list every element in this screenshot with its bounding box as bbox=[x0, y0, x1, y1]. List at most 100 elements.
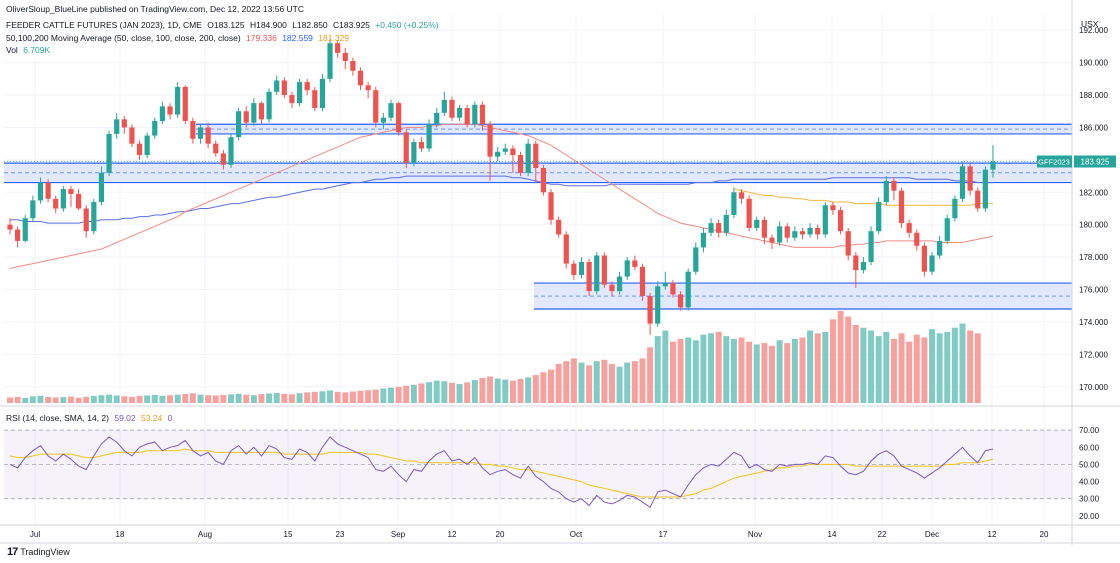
rsi-label[interactable]: RSI (14, close, SMA, 14, 2) bbox=[6, 413, 109, 423]
candle-body bbox=[792, 231, 798, 238]
candle-body bbox=[914, 232, 920, 246]
volume-bar bbox=[273, 392, 280, 403]
currency-label: USX bbox=[1081, 19, 1101, 29]
volume-bar bbox=[685, 337, 692, 403]
volume-bar bbox=[540, 372, 547, 403]
volume-bar bbox=[814, 333, 821, 403]
volume-bar bbox=[250, 395, 257, 403]
candle-body bbox=[677, 294, 684, 308]
candle-body bbox=[327, 43, 333, 79]
candle-body bbox=[197, 127, 204, 139]
volume-bar bbox=[730, 338, 737, 403]
volume-bar bbox=[784, 343, 791, 403]
volume-bar bbox=[205, 395, 212, 403]
volume-bar bbox=[281, 393, 288, 403]
volume-bar bbox=[327, 390, 334, 403]
volume-bar bbox=[852, 324, 859, 403]
candle-body bbox=[357, 70, 364, 86]
time-tick-label: Dec bbox=[925, 530, 939, 539]
candle-body bbox=[236, 111, 242, 138]
candle-body bbox=[868, 231, 874, 262]
candle-body bbox=[60, 189, 66, 209]
candle-body bbox=[152, 120, 158, 136]
volume-bar bbox=[601, 359, 608, 403]
candle-body bbox=[959, 166, 966, 199]
volume-bar bbox=[746, 341, 753, 403]
symbol-title[interactable]: FEEDER CATTLE FUTURES (JAN 2023), 1D, CM… bbox=[6, 20, 202, 30]
candle-body bbox=[144, 135, 150, 156]
vol-label[interactable]: Vol bbox=[6, 45, 18, 55]
candle-body bbox=[563, 234, 569, 264]
candle-body bbox=[738, 192, 745, 199]
volume-bar bbox=[753, 344, 760, 403]
volume-bar bbox=[334, 391, 341, 403]
volume-bar bbox=[692, 340, 699, 403]
moving-averages bbox=[9, 123, 994, 269]
candle-body bbox=[693, 247, 699, 272]
volume-bar bbox=[197, 394, 204, 403]
tradingview-brand[interactable]: 17 TradingView bbox=[7, 546, 70, 558]
candle-body bbox=[296, 82, 303, 104]
price-tick-label: 190.000 bbox=[1079, 59, 1108, 68]
volume-bar bbox=[761, 343, 768, 403]
volume-bar bbox=[502, 379, 509, 403]
candle-body bbox=[967, 166, 973, 191]
candle-body bbox=[335, 43, 341, 53]
volume-bar bbox=[723, 336, 730, 403]
volume-bar bbox=[182, 394, 189, 403]
candle-body bbox=[754, 219, 760, 228]
volume-bar bbox=[380, 388, 387, 403]
volume-bar bbox=[7, 397, 13, 403]
ma200-value: 181.329 bbox=[318, 33, 350, 43]
symbol-tag-label: GFF2023 bbox=[1038, 157, 1070, 166]
time-tick-label: 22 bbox=[878, 530, 887, 539]
candle-body bbox=[15, 229, 21, 241]
volume-bar bbox=[258, 394, 265, 403]
volume-bar bbox=[151, 394, 158, 403]
candle-body bbox=[350, 61, 356, 71]
volume-bar bbox=[974, 333, 981, 403]
time-tick-label: 23 bbox=[336, 530, 345, 539]
volume-bar bbox=[776, 340, 783, 403]
volume-bar bbox=[433, 380, 440, 403]
volume-bar bbox=[829, 319, 836, 403]
candle-body bbox=[441, 99, 447, 113]
volume-bar bbox=[845, 316, 852, 403]
volume-bar bbox=[311, 391, 318, 403]
candle-body bbox=[495, 151, 501, 157]
volume-bar bbox=[593, 361, 600, 403]
volume-bar bbox=[159, 395, 166, 403]
price-tick-label: 174.000 bbox=[1079, 318, 1108, 327]
currency-text: USX bbox=[1081, 19, 1099, 29]
price-tick-label: 186.000 bbox=[1079, 123, 1108, 132]
candle-body bbox=[7, 224, 13, 230]
volume-bar bbox=[403, 385, 410, 403]
volume-bar bbox=[936, 333, 943, 403]
volume-bar bbox=[144, 395, 151, 403]
rsi-ma-value: 53.24 bbox=[141, 413, 163, 423]
candle-body bbox=[883, 180, 889, 203]
volume-bar bbox=[98, 395, 105, 403]
volume-bar bbox=[669, 341, 676, 403]
volume-bar bbox=[738, 337, 745, 403]
volume-bar bbox=[875, 336, 882, 403]
ma-label[interactable]: 50,100,200 Moving Average (50, close, 10… bbox=[6, 33, 241, 43]
ma100-line bbox=[10, 175, 993, 224]
rsi-tick-label: 50.00 bbox=[1079, 460, 1100, 469]
candle-body bbox=[449, 99, 455, 118]
tradingview-name: TradingView bbox=[20, 547, 70, 557]
candle-body bbox=[129, 127, 135, 144]
candle-body bbox=[609, 284, 615, 292]
candle-body bbox=[114, 119, 120, 134]
candle-body bbox=[929, 255, 935, 272]
candle-body bbox=[731, 192, 737, 215]
volume-bar bbox=[471, 380, 478, 403]
candle-body bbox=[418, 142, 425, 149]
volume-bar bbox=[791, 338, 798, 403]
volume-bar bbox=[113, 395, 120, 403]
price-candles[interactable] bbox=[7, 38, 996, 335]
volume-bar bbox=[357, 390, 364, 403]
time-tick-label: Aug bbox=[198, 530, 212, 539]
volume-bar bbox=[860, 327, 867, 403]
